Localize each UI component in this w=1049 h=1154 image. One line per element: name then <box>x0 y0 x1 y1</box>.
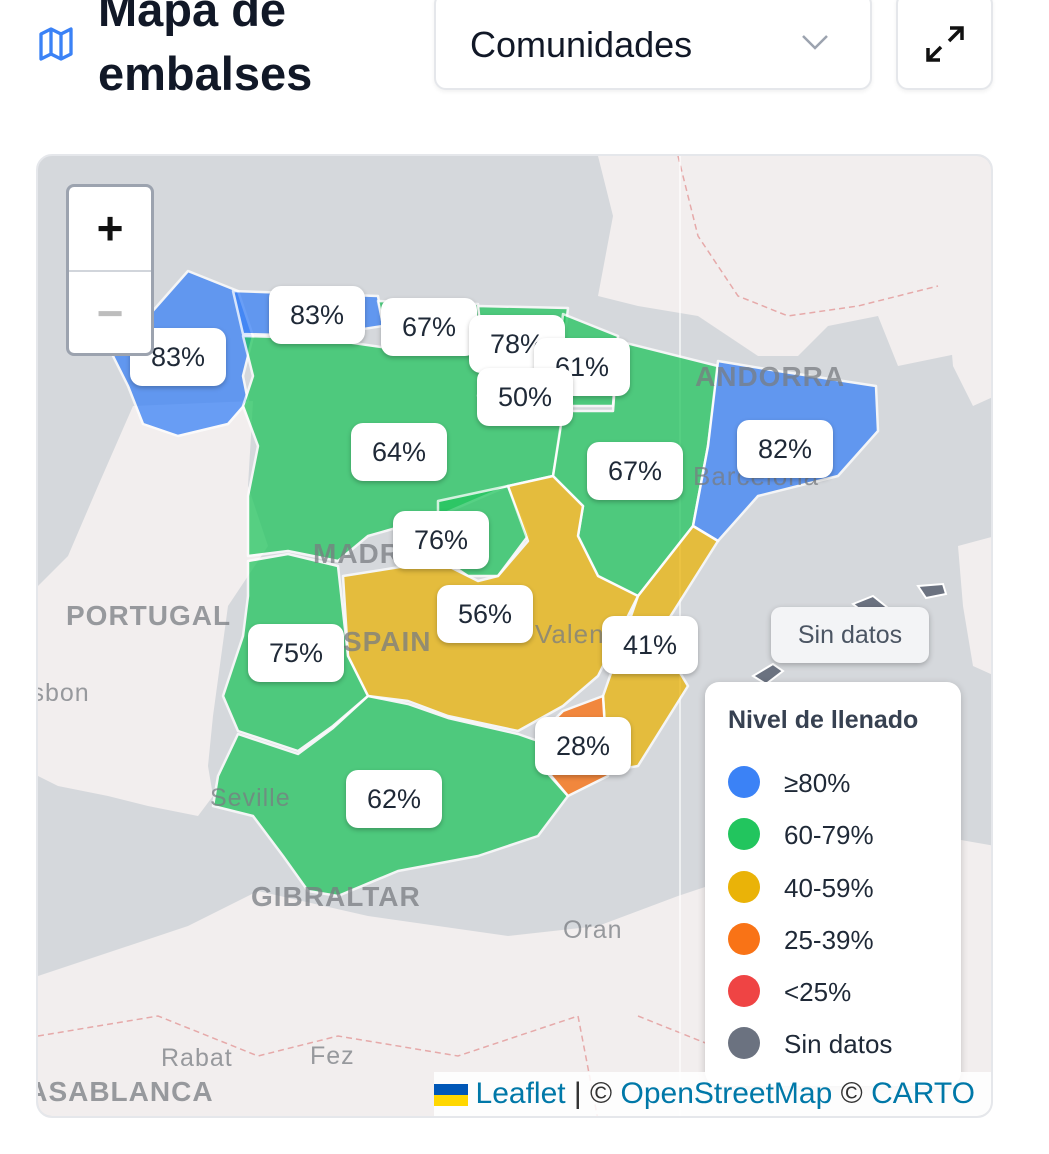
chevron-down-icon <box>802 35 828 50</box>
label-castilla-y-leon[interactable]: 64% <box>351 423 447 481</box>
expand-button[interactable] <box>896 0 993 90</box>
label-comunidad-valenciana[interactable]: 41% <box>602 616 698 674</box>
label-sin-datos[interactable]: Sin datos <box>771 607 929 663</box>
expand-icon <box>926 26 964 62</box>
label-extremadura[interactable]: 75% <box>248 624 344 682</box>
legend-swatch <box>728 766 760 798</box>
legend-swatch <box>728 1027 760 1059</box>
place-seville: Seville <box>210 784 291 812</box>
zoom-control: + − <box>66 184 154 356</box>
osm-link[interactable]: OpenStreetMap <box>620 1077 833 1110</box>
label-la-rioja[interactable]: 50% <box>477 368 573 426</box>
place-lisbon: Lisbon <box>38 679 90 707</box>
label-madrid[interactable]: 76% <box>393 511 489 569</box>
legend: Nivel de llenado ≥80% 60-79% 40-59% 25-3… <box>705 682 961 1086</box>
carto-link[interactable]: CARTO <box>871 1077 975 1110</box>
place-portugal: PORTUGAL <box>66 600 232 631</box>
land-sardinia <box>958 537 991 675</box>
land-corsica <box>948 296 991 406</box>
map-attribution: Leaflet | © OpenStreetMap © CARTO <box>433 1072 991 1116</box>
label-andalucia[interactable]: 62% <box>346 770 442 828</box>
zoom-in-button[interactable]: + <box>69 187 151 272</box>
land-portugal <box>38 401 268 816</box>
label-castilla-la-mancha[interactable]: 56% <box>437 585 533 643</box>
page-title: Mapa de embalses <box>98 0 313 100</box>
place-andorra: ANDORRA <box>695 361 846 392</box>
label-asturias[interactable]: 83% <box>269 286 365 344</box>
place-gibraltar: GIBRALTAR <box>251 881 421 912</box>
map-container[interactable]: ANDORRA PORTUGAL MADRID SPAIN Valencia B… <box>36 154 993 1118</box>
land-france <box>598 156 991 366</box>
place-casablanca: CASABLANCA <box>38 1076 214 1107</box>
legend-title: Nivel de llenado <box>728 706 919 734</box>
select-value: Comunidades <box>470 24 693 65</box>
legend-swatch <box>728 975 760 1007</box>
leaflet-link[interactable]: Leaflet <box>475 1077 566 1110</box>
label-murcia[interactable]: 28% <box>535 717 631 775</box>
legend-swatch <box>728 923 760 955</box>
legend-swatch <box>728 818 760 850</box>
place-spain: SPAIN <box>343 626 432 657</box>
region-type-select[interactable]: Comunidades <box>434 0 872 90</box>
place-rabat: Rabat <box>161 1044 233 1072</box>
ukraine-flag-icon <box>433 1084 468 1107</box>
place-fez: Fez <box>310 1042 355 1070</box>
place-oran: Oran <box>563 916 623 944</box>
label-aragon[interactable]: 67% <box>587 442 683 500</box>
zoom-out-button[interactable]: − <box>96 287 124 339</box>
label-cataluna[interactable]: 82% <box>737 420 833 478</box>
label-cantabria[interactable]: 67% <box>381 298 477 356</box>
legend-swatch <box>728 871 760 903</box>
map-icon <box>39 27 73 61</box>
